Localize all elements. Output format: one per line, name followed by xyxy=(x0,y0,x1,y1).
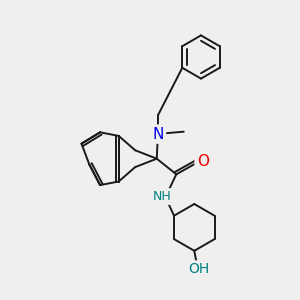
Text: OH: OH xyxy=(188,262,209,276)
Text: NH: NH xyxy=(153,190,172,203)
Text: N: N xyxy=(153,127,164,142)
Text: O: O xyxy=(197,154,209,169)
